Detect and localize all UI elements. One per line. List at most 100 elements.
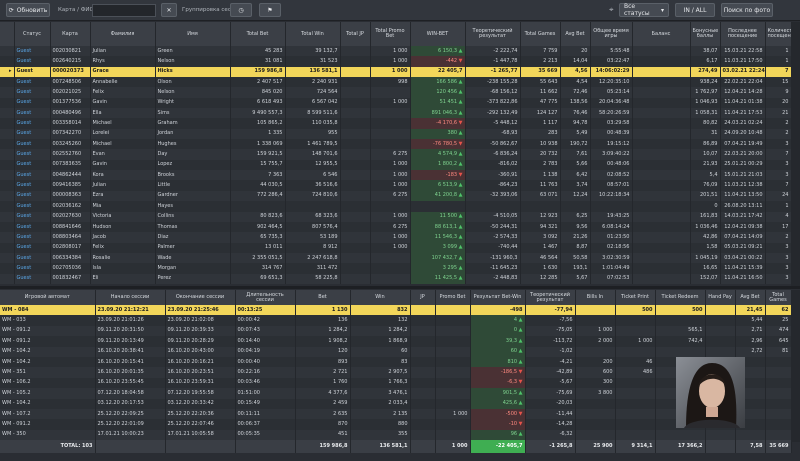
cell: 1 000 (370, 46, 411, 57)
row[interactable]: WM - 084 23.09.20 21:12:21 23.09.20 21:25:… (0, 305, 792, 316)
cell: 09.11.20 20:31:50 (95, 325, 166, 337)
cell: 3 099 (410, 242, 466, 253)
cell (435, 398, 471, 409)
row[interactable]: Guest 007248506 Annabelle Olson 2 407 517 2 2… (0, 77, 792, 88)
row[interactable]: WM - 104.2 16.10.20 20:15:41 16.10.20 20:1… (0, 356, 792, 368)
row[interactable]: WM - 107.2 25.12.20 22:09:25 25.12.20 22:2… (0, 408, 792, 420)
row[interactable]: WM - 091.2 25.12.20 22:01:09 25.12.20 22:0… (0, 419, 792, 430)
cell: 60 (350, 346, 411, 357)
photo-search-button[interactable]: Поиск по фото (721, 3, 773, 17)
cell: 94 321 (520, 221, 561, 233)
cell (370, 87, 411, 98)
cell: 86,89 (690, 139, 721, 150)
cell: 16.10.20 20:38:41 (95, 346, 166, 357)
clock-button[interactable]: ◷ (230, 3, 252, 17)
refresh-button[interactable]: ⟳ Обновить (6, 3, 50, 17)
cell: 23.09.20 21:12:21 (95, 305, 166, 316)
cell: -75,05 (525, 325, 576, 337)
cell: 11.04.21 13:50 (720, 190, 766, 202)
cell: 80 823,6 (230, 211, 286, 222)
row[interactable]: Guest 001832467 Eli Perez 69 651,3 58 225,8 11… (0, 273, 792, 284)
row[interactable]: WM - 351 16.10.20 20:01:35 16.10.20 20:23:… (0, 367, 792, 378)
row[interactable]: WM - 106.2 16.10.20 23:55:45 16.10.20 23:5… (0, 377, 792, 389)
row[interactable]: Guest 008803464 Jacob Diaz 65 735,3 53 189 1 0… (0, 232, 792, 243)
cell (435, 388, 471, 399)
row[interactable]: Guest 002808017 Felix Palmer 13 011 8 912 1 00… (0, 242, 792, 253)
cell: 1 908,2 (295, 336, 351, 347)
cell: Julian (90, 180, 156, 191)
cell: -238 155,28 (465, 77, 521, 88)
cell: 1 (765, 201, 792, 212)
flag-button[interactable]: ⚑ (259, 3, 281, 17)
row[interactable]: Guest 003358014 Michael Graham 105 865,2 110 … (0, 118, 792, 129)
cell (340, 232, 371, 243)
row[interactable]: Guest 002036162 Mia Hayes 0 26.08.20 13:11 1 (0, 201, 792, 212)
row[interactable]: Guest 004862444 Kora Brooks 7 363 6 546 1 000-… (0, 170, 792, 181)
splitter[interactable] (0, 286, 800, 289)
row[interactable]: Guest 002021025 Felix Nelson 845 020 724 564 1… (0, 87, 792, 98)
cell: Lorelei (90, 128, 156, 140)
row[interactable]: Guest 002640215 Rhys Nelson 31 081 31 523 1 00… (0, 56, 792, 67)
cell: 3 092 (520, 232, 561, 243)
row[interactable]: Guest 002552760 Evan Day 159 921,5 148 701,6 6… (0, 149, 792, 160)
cell: 11 546,3 (410, 232, 466, 243)
row[interactable]: WM - 350 17.01.21 10:00:23 17.01.21 10:05:… (0, 429, 792, 441)
row[interactable]: WM - 091.2 09.11.20 20:13:49 09.11.20 20:2… (0, 336, 792, 347)
cell (615, 388, 656, 399)
clear-button[interactable]: ✕ (161, 3, 177, 17)
row[interactable]: WM - 033 23.09.20 21:01:26 23.09.20 21:02:… (0, 315, 792, 326)
row[interactable]: Guest 009416385 Julian Little 44 030,5 36 516… (0, 180, 792, 191)
row[interactable]: Guest 002027630 Victoria Collins 80 823,6 68 … (0, 211, 792, 222)
row[interactable]: Guest 007383635 Gavin Lopez 15 755,7 12 955,5… (0, 159, 792, 171)
card-input[interactable] (92, 4, 156, 17)
cell: Guest (14, 221, 51, 233)
row-indicator (0, 232, 15, 243)
row[interactable]: Guest 003245260 Michael Hughes 1 338 069 1 46… (0, 139, 792, 150)
cell: Guest (14, 118, 51, 129)
cell: 00:07:43 (235, 325, 296, 337)
row[interactable]: Guest 002705036 Isla Morgan 314 767 311 472 3 … (0, 263, 792, 274)
cell: 07.04.21 14:09 (720, 232, 766, 243)
column-header: Имя (155, 22, 231, 46)
cell: 17.01.21 10:00:23 (95, 429, 166, 441)
cell: -42,89 (525, 367, 576, 378)
cell: 1 762,97 (690, 87, 721, 98)
cell: 31 (690, 128, 721, 140)
cell: -4 510,05 (465, 211, 521, 222)
row[interactable]: Guest 000480496 Ella Sims 9 490 557,3 8 599 5… (0, 108, 792, 119)
row[interactable]: Guest 002030821 Julian Green 45 283 39 132,7 1… (0, 46, 792, 57)
cell: 006334384 (50, 252, 91, 264)
cell: 002552760 (50, 149, 91, 160)
row[interactable]: Guest 000008363 Ezra Gardner 772 286,4 724 81… (0, 190, 792, 202)
cell: 16.10.20 23:59:31 (165, 377, 236, 389)
row[interactable]: Guest 006334384 Rosalie Wade 2 355 051,5 2 24… (0, 252, 792, 264)
cell: 14.03.21 17:42 (720, 211, 766, 222)
cell: 1 868,9 (350, 336, 411, 347)
cell: -22 405,7 (470, 440, 526, 454)
cell: Ella (90, 108, 156, 119)
status-select[interactable]: Все статусы ▾ (619, 3, 669, 17)
cell: 6,17 (690, 56, 721, 67)
row[interactable]: WM - 091.2 09.11.20 20:31:50 09.11.20 20:3… (0, 325, 792, 337)
cell: 001832467 (50, 273, 91, 284)
cell: 314 767 (230, 263, 286, 274)
cell (560, 201, 591, 212)
cell: 25 (765, 315, 792, 326)
row[interactable]: WM - 104.2 16.10.20 20:38:41 16.10.20 20:4… (0, 346, 792, 357)
cell (632, 211, 691, 222)
in-all-button[interactable]: IN / ALL (675, 3, 715, 17)
cell (410, 408, 436, 420)
row[interactable]: Guest 008841646 Hudson Thomas 902 464,5 807 5… (0, 221, 792, 233)
row[interactable]: ▸ Guest 000020373 Grace Hicks 159 986,8 136 58… (0, 66, 792, 78)
cell (435, 419, 471, 430)
cell: 00:13:25 (235, 305, 296, 316)
row[interactable]: WM - 104.2 03.12.20 20:17:53 03.12.20 20:3… (0, 398, 792, 409)
cell: 14:06:02:29 (590, 66, 633, 78)
row[interactable]: WM - 105.2 07.12.20 18:04:58 07.12.20 19:5… (0, 388, 792, 399)
cell: 152,07 (690, 273, 721, 284)
cell (435, 367, 471, 378)
cell: 002036162 (50, 201, 91, 212)
cell: 17 (765, 221, 792, 233)
row[interactable]: Guest 001377536 Gavin Wright 6 618 493 6 567 … (0, 97, 792, 109)
